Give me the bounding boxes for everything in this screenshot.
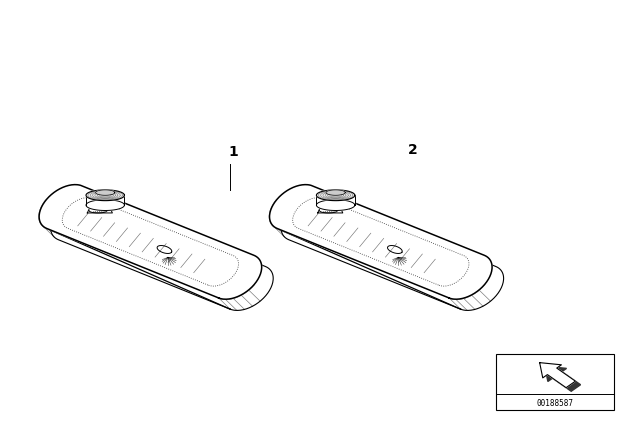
Polygon shape bbox=[326, 190, 345, 195]
Polygon shape bbox=[316, 195, 355, 205]
Polygon shape bbox=[87, 205, 113, 213]
Polygon shape bbox=[316, 200, 355, 211]
Polygon shape bbox=[95, 190, 115, 195]
Text: 1: 1 bbox=[228, 145, 239, 159]
Text: 00188587: 00188587 bbox=[537, 399, 573, 408]
Polygon shape bbox=[545, 366, 580, 391]
Polygon shape bbox=[540, 362, 575, 388]
Polygon shape bbox=[86, 195, 124, 205]
Polygon shape bbox=[86, 190, 124, 201]
Polygon shape bbox=[281, 196, 504, 310]
Polygon shape bbox=[317, 205, 343, 213]
Polygon shape bbox=[51, 196, 273, 310]
Polygon shape bbox=[269, 185, 492, 299]
Polygon shape bbox=[86, 200, 124, 211]
Text: 2: 2 bbox=[408, 143, 418, 157]
Polygon shape bbox=[39, 185, 262, 299]
Polygon shape bbox=[316, 190, 355, 201]
Bar bbox=[496, 354, 614, 410]
